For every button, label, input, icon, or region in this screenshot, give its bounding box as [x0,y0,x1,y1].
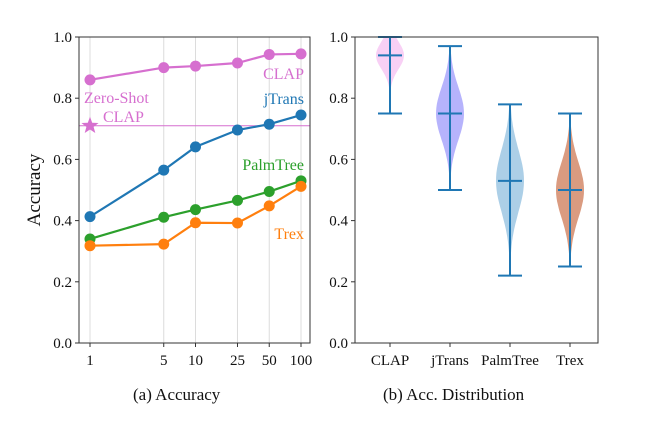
series-label-CLAP: CLAP [263,66,304,83]
data-point-jTrans [263,118,275,130]
axes-frame-b [354,36,599,344]
data-point-Trex [158,238,170,250]
series-label-PalmTree: PalmTree [242,157,304,174]
caption-b: (b) Acc. Distribution [383,385,525,404]
data-point-CLAP [84,74,96,86]
series-line-jTrans [89,113,302,218]
x-tick-label-a: 10 [188,353,203,369]
series-line-Trex [89,185,302,247]
zero-shot-star-marker [81,116,99,133]
series-label-Trex: Trex [274,226,304,243]
y-tick-label-b: 0.0 [329,336,348,352]
series-label-jTrans: jTrans [263,91,304,108]
y-tick-label-a: 0.6 [53,152,72,168]
y-axis-label: Accuracy [24,153,45,226]
data-point-CLAP [263,48,275,60]
x-tick-label-b: CLAP [371,353,409,369]
caption-a: (a) Accuracy [133,385,221,404]
x-tick-label-a: 1 [86,353,94,369]
data-point-jTrans [231,124,243,136]
y-tick-label-a: 1.0 [53,30,72,46]
data-point-jTrans [190,141,201,153]
series-line-PalmTree [89,179,302,241]
x-tick-label-b: jTrans [430,353,469,369]
data-point-jTrans [295,109,307,121]
x-tick-label-b: Trex [556,353,584,369]
y-tick-label-b: 0.2 [329,275,348,291]
data-point-Trex [190,217,201,229]
y-tick-label-b: 1.0 [329,30,348,46]
data-point-jTrans [158,164,170,176]
data-point-CLAP [158,62,170,74]
data-point-CLAP [190,60,201,72]
y-tick-label-b: 0.6 [329,152,348,168]
data-point-Trex [263,200,275,212]
axes-frame-a [78,36,311,344]
data-point-CLAP [231,57,243,69]
y-tick-label-a: 0.0 [53,336,72,352]
y-tick-label-b: 0.4 [329,214,348,230]
x-tick-label-a: 50 [262,353,277,369]
data-point-PalmTree [231,194,243,206]
data-point-PalmTree [158,211,170,223]
x-tick-label-a: 100 [290,353,313,369]
y-tick-label-a: 0.8 [53,91,72,107]
data-point-PalmTree [263,186,275,198]
x-tick-label-a: 25 [230,353,245,369]
data-point-Trex [295,180,307,192]
x-tick-label-b: PalmTree [481,353,539,369]
x-tick-label-a: 5 [160,353,168,369]
zero-shot-label-line1: Zero-Shot [84,90,149,107]
y-tick-label-a: 0.4 [53,214,72,230]
data-point-jTrans [84,211,96,223]
y-tick-label-b: 0.8 [329,91,348,107]
zero-shot-label-line2: CLAP [103,109,144,126]
y-tick-label-a: 0.2 [53,275,72,291]
data-point-Trex [231,217,243,229]
data-point-Trex [84,240,96,252]
data-point-PalmTree [190,204,201,216]
data-point-CLAP [295,48,307,60]
